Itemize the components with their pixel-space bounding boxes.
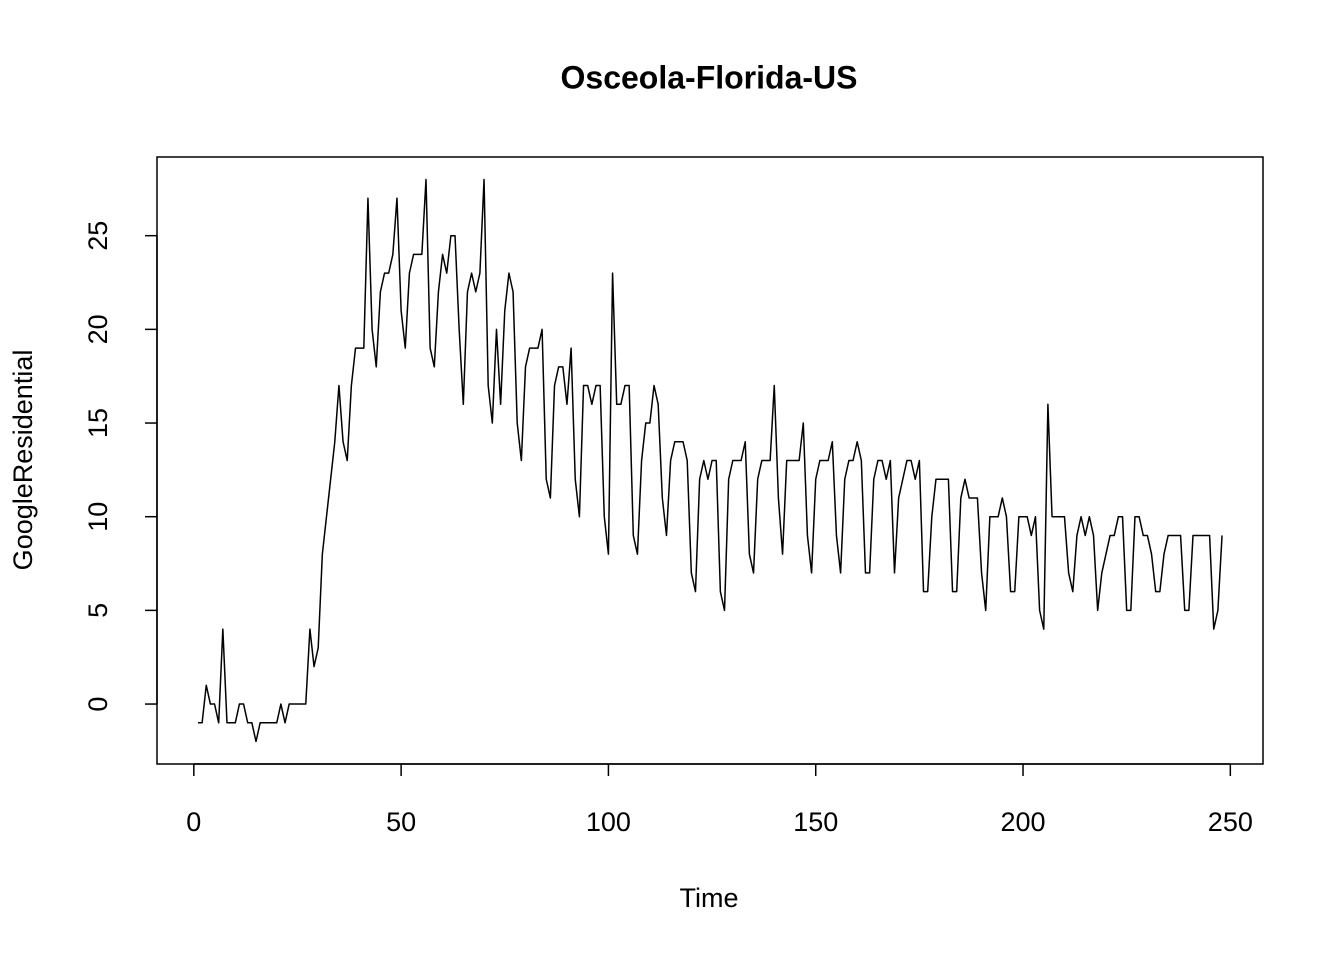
x-tick-label: 100 (586, 807, 631, 837)
y-tick-label: 25 (83, 221, 113, 251)
x-tick-label: 50 (386, 807, 416, 837)
chart-title: Osceola-Florida-US (561, 59, 858, 95)
x-tick-label: 200 (1000, 807, 1045, 837)
x-axis-label: Time (680, 883, 739, 913)
x-tick-label: 0 (186, 807, 201, 837)
y-tick-label: 15 (83, 408, 113, 438)
x-tick-label: 250 (1208, 807, 1253, 837)
y-tick-label: 20 (83, 314, 113, 344)
y-axis-label: GoogleResidential (8, 350, 38, 571)
x-tick-label: 150 (793, 807, 838, 837)
y-tick-label: 10 (83, 502, 113, 532)
y-tick-label: 0 (83, 697, 113, 712)
plot-frame (156, 156, 1264, 765)
y-tick-label: 5 (83, 603, 113, 618)
data-line (197, 178, 1223, 743)
